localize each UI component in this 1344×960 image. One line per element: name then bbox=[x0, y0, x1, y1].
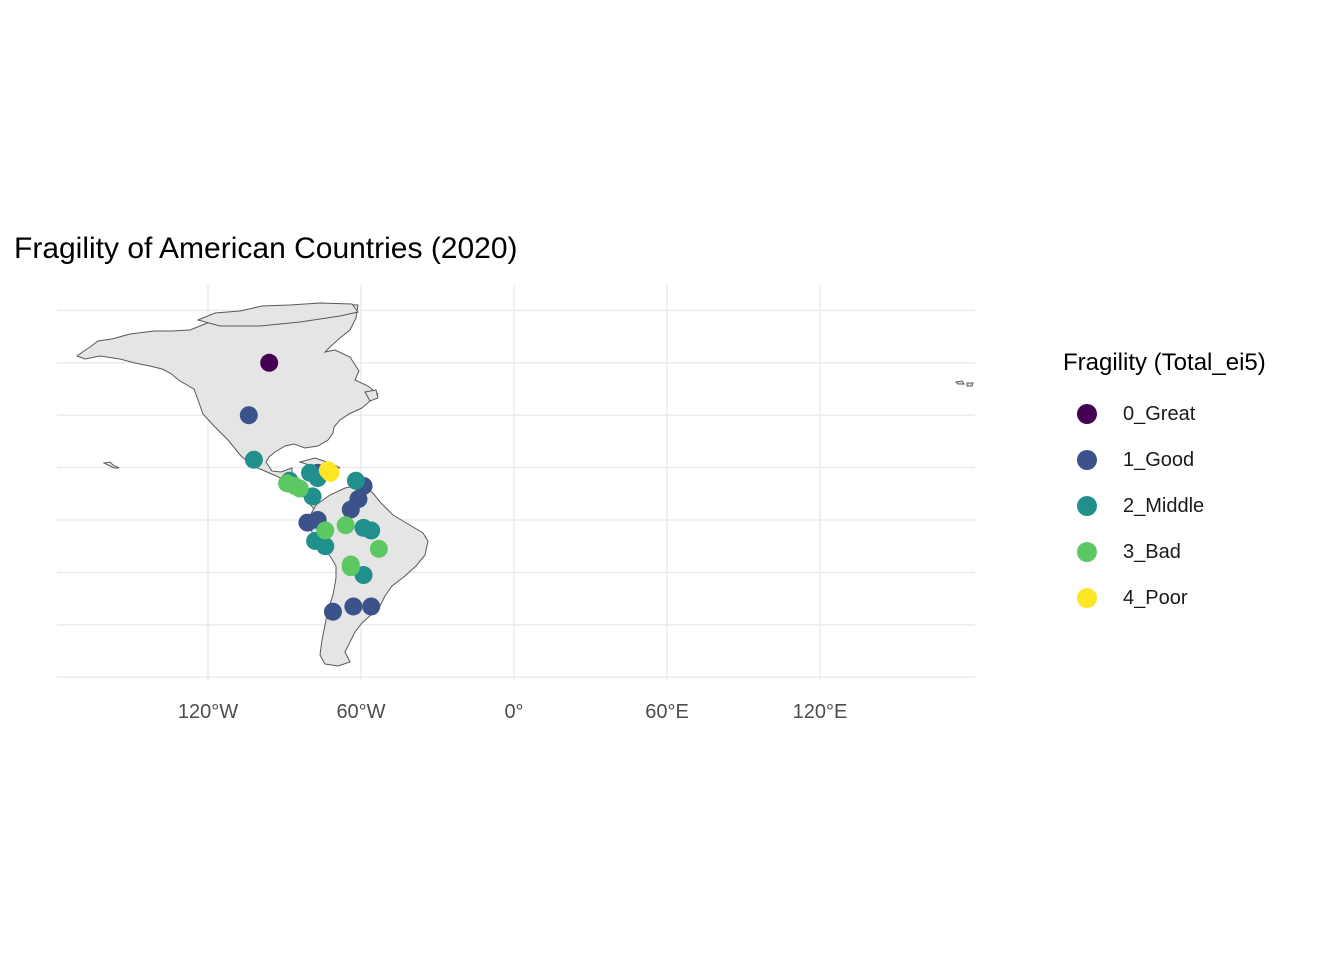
legend-key-poor bbox=[1077, 588, 1097, 608]
country-point-1-good bbox=[239, 406, 258, 425]
legend-item-poor: 4_Poor bbox=[1063, 575, 1266, 621]
country-point-3-bad bbox=[341, 558, 360, 577]
americas-basemap bbox=[75, 302, 974, 667]
country-point-2-middle bbox=[346, 471, 365, 490]
x-tick-label: 0° bbox=[504, 701, 523, 723]
hawaii-islets bbox=[102, 461, 120, 469]
x-tick-label: 120°E bbox=[793, 701, 848, 723]
arctic-islands bbox=[196, 302, 359, 327]
legend-label-bad: 3_Bad bbox=[1123, 540, 1181, 563]
country-point-4-poor bbox=[318, 461, 337, 480]
country-point-3-bad bbox=[336, 516, 355, 535]
x-tick-label: 60°E bbox=[645, 701, 689, 723]
x-tick-label: 60°W bbox=[336, 701, 385, 723]
country-point-3-bad bbox=[290, 479, 309, 498]
country-point-1-good bbox=[362, 597, 381, 616]
legend-label-good: 1_Good bbox=[1123, 448, 1195, 471]
chart-title: Fragility of American Countries (2020) bbox=[14, 232, 518, 265]
x-tick-label: 120°W bbox=[178, 701, 238, 723]
legend-label-middle: 2_Middle bbox=[1123, 494, 1205, 517]
country-point-3-bad bbox=[369, 539, 388, 558]
legend-label-great: 0_Great bbox=[1123, 402, 1196, 425]
country-point-1-good bbox=[344, 597, 363, 616]
legend-key-middle bbox=[1077, 496, 1097, 516]
x-axis-ticks: 120°W 60°W 0° 60°E 120°E bbox=[178, 701, 847, 723]
legend-item-great: 0_Great bbox=[1063, 391, 1266, 437]
newfoundland bbox=[364, 389, 379, 402]
legend-item-middle: 2_Middle bbox=[1063, 483, 1266, 529]
legend-label-poor: 4_Poor bbox=[1123, 586, 1188, 609]
legend-key-great bbox=[1077, 404, 1097, 424]
country-point-0-great bbox=[260, 353, 279, 372]
country-point-2-middle bbox=[362, 521, 381, 540]
country-point-3-bad bbox=[316, 521, 335, 540]
country-point-2-middle bbox=[316, 537, 335, 556]
country-point-2-middle bbox=[244, 450, 263, 469]
country-point-1-good bbox=[323, 602, 342, 621]
legend-item-bad: 3_Bad bbox=[1063, 529, 1266, 575]
legend-key-good bbox=[1077, 450, 1097, 470]
country-point-1-good bbox=[341, 500, 360, 519]
legend-key-bad bbox=[1077, 542, 1097, 562]
legend-title: Fragility (Total_ei5) bbox=[1063, 349, 1266, 376]
legend: Fragility (Total_ei5) 0_Great 1_Good 2_M… bbox=[1063, 349, 1266, 621]
legend-item-good: 1_Good bbox=[1063, 437, 1266, 483]
country-points bbox=[239, 353, 388, 621]
far-east-islet bbox=[954, 380, 974, 387]
